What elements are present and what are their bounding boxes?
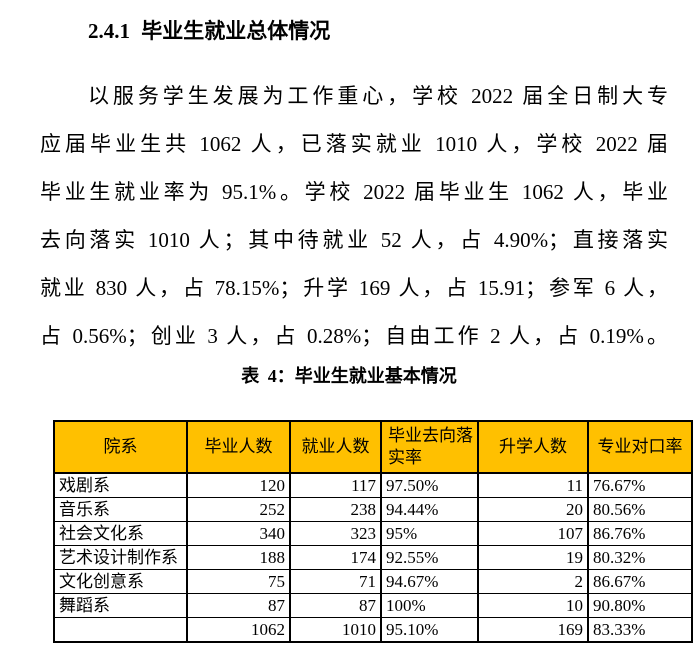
cell-placement-rate: 94.44% — [380, 497, 479, 522]
cell-employed: 1010 — [289, 617, 382, 643]
cell-placement-rate: 97.50% — [380, 472, 479, 498]
header-major-match: 专业对口率 — [587, 420, 693, 474]
cell-dept: 艺术设计制作系 — [53, 545, 188, 570]
cell-placement-rate: 92.55% — [380, 545, 479, 570]
table-caption: 表 4：毕业生就业基本情况 — [241, 366, 457, 386]
cell-employed: 174 — [289, 545, 382, 570]
cell-employed: 117 — [289, 472, 382, 498]
cell-placement-rate: 94.67% — [380, 569, 479, 594]
cell-graduates: 1062 — [186, 617, 291, 643]
cell-major-match: 83.33% — [587, 617, 693, 643]
paragraph-line: 以服务学生发展为工作重心，学校 2022 届全日制大专 — [88, 84, 668, 108]
cell-major-match: 80.32% — [587, 545, 693, 570]
cell-dept: 文化创意系 — [53, 569, 188, 594]
table-row: 文化创意系 75 71 94.67% 2 86.67% — [53, 569, 693, 594]
cell-further-study: 10 — [477, 593, 589, 618]
header-further-study: 升学人数 — [477, 420, 589, 474]
cell-dept: 戏剧系 — [53, 472, 188, 498]
table-row: 舞蹈系 87 87 100% 10 90.80% — [53, 593, 693, 618]
paragraph-line: 去向落实 1010 人；其中待就业 52 人，占 4.90%；直接落实 — [40, 228, 668, 252]
cell-dept — [53, 617, 188, 643]
body-paragraph: 以服务学生发展为工作重心，学校 2022 届全日制大专 应届毕业生共 1062 … — [40, 72, 668, 360]
cell-major-match: 86.76% — [587, 521, 693, 546]
table-row: 音乐系 252 238 94.44% 20 80.56% — [53, 497, 693, 522]
header-employed: 就业人数 — [289, 420, 382, 474]
header-dept: 院系 — [53, 420, 188, 474]
cell-graduates: 340 — [186, 521, 291, 546]
cell-further-study: 20 — [477, 497, 589, 522]
paragraph-line: 占 0.56%；创业 3 人，占 0.28%；自由工作 2 人，占 0.19%。 — [40, 324, 668, 348]
cell-major-match: 90.80% — [587, 593, 693, 618]
cell-graduates: 87 — [186, 593, 291, 618]
cell-major-match: 76.67% — [587, 472, 693, 498]
header-placement-rate: 毕业去向落实率 — [380, 420, 479, 474]
employment-table: 院系 毕业人数 就业人数 毕业去向落实率 升学人数 专业对口率 戏剧系 120 … — [53, 420, 693, 643]
cell-dept: 舞蹈系 — [53, 593, 188, 618]
cell-major-match: 86.67% — [587, 569, 693, 594]
cell-dept: 音乐系 — [53, 497, 188, 522]
cell-graduates: 188 — [186, 545, 291, 570]
cell-placement-rate: 95.10% — [380, 617, 479, 643]
cell-employed: 71 — [289, 569, 382, 594]
table-row: 戏剧系 120 117 97.50% 11 76.67% — [53, 472, 693, 498]
cell-graduates: 75 — [186, 569, 291, 594]
cell-graduates: 120 — [186, 472, 291, 498]
cell-dept: 社会文化系 — [53, 521, 188, 546]
cell-employed: 87 — [289, 593, 382, 618]
cell-employed: 238 — [289, 497, 382, 522]
table-header-row: 院系 毕业人数 就业人数 毕业去向落实率 升学人数 专业对口率 — [53, 420, 693, 474]
paragraph-line: 就业 830 人，占 78.15%；升学 169 人，占 15.91；参军 6 … — [40, 276, 668, 300]
cell-further-study: 169 — [477, 617, 589, 643]
paragraph-line: 毕业生就业率为 95.1%。学校 2022 届毕业生 1062 人，毕业 — [40, 180, 668, 204]
section-heading: 2.4.1 毕业生就业总体情况 — [88, 19, 331, 43]
table-row: 社会文化系 340 323 95% 107 86.76% — [53, 521, 693, 546]
cell-further-study: 2 — [477, 569, 589, 594]
cell-further-study: 19 — [477, 545, 589, 570]
table-row: 艺术设计制作系 188 174 92.55% 19 80.32% — [53, 545, 693, 570]
cell-major-match: 80.56% — [587, 497, 693, 522]
cell-placement-rate: 95% — [380, 521, 479, 546]
cell-employed: 323 — [289, 521, 382, 546]
cell-placement-rate: 100% — [380, 593, 479, 618]
cell-graduates: 252 — [186, 497, 291, 522]
paragraph-line: 应届毕业生共 1062 人，已落实就业 1010 人，学校 2022 届 — [40, 132, 668, 156]
header-graduates: 毕业人数 — [186, 420, 291, 474]
cell-further-study: 107 — [477, 521, 589, 546]
cell-further-study: 11 — [477, 472, 589, 498]
table-total-row: 1062 1010 95.10% 169 83.33% — [53, 617, 693, 643]
